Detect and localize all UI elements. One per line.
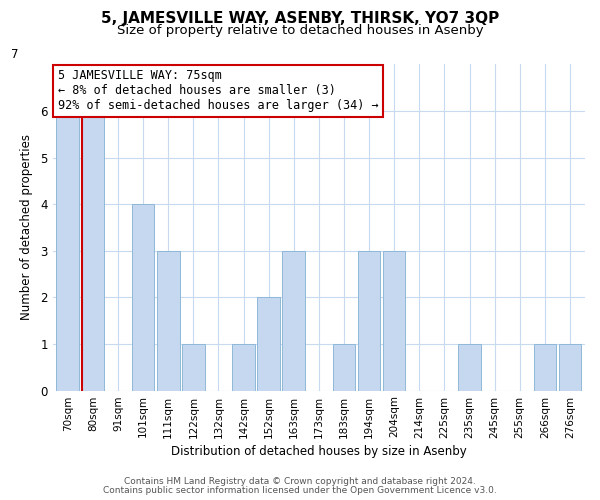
Bar bbox=[383, 251, 406, 390]
Text: 7: 7 bbox=[11, 48, 18, 61]
Text: 5 JAMESVILLE WAY: 75sqm
← 8% of detached houses are smaller (3)
92% of semi-deta: 5 JAMESVILLE WAY: 75sqm ← 8% of detached… bbox=[58, 69, 379, 112]
Bar bbox=[283, 251, 305, 390]
X-axis label: Distribution of detached houses by size in Asenby: Distribution of detached houses by size … bbox=[171, 444, 467, 458]
Bar bbox=[257, 298, 280, 390]
Text: Contains HM Land Registry data © Crown copyright and database right 2024.: Contains HM Land Registry data © Crown c… bbox=[124, 477, 476, 486]
Y-axis label: Number of detached properties: Number of detached properties bbox=[20, 134, 34, 320]
Bar bbox=[157, 251, 179, 390]
Bar bbox=[82, 111, 104, 390]
Text: Contains public sector information licensed under the Open Government Licence v3: Contains public sector information licen… bbox=[103, 486, 497, 495]
Bar bbox=[458, 344, 481, 391]
Bar bbox=[358, 251, 380, 390]
Bar bbox=[533, 344, 556, 391]
Bar bbox=[559, 344, 581, 391]
Text: 5, JAMESVILLE WAY, ASENBY, THIRSK, YO7 3QP: 5, JAMESVILLE WAY, ASENBY, THIRSK, YO7 3… bbox=[101, 11, 499, 26]
Bar bbox=[132, 204, 154, 390]
Text: Size of property relative to detached houses in Asenby: Size of property relative to detached ho… bbox=[116, 24, 484, 37]
Bar bbox=[182, 344, 205, 391]
Bar bbox=[56, 111, 79, 390]
Bar bbox=[332, 344, 355, 391]
Bar bbox=[232, 344, 255, 391]
